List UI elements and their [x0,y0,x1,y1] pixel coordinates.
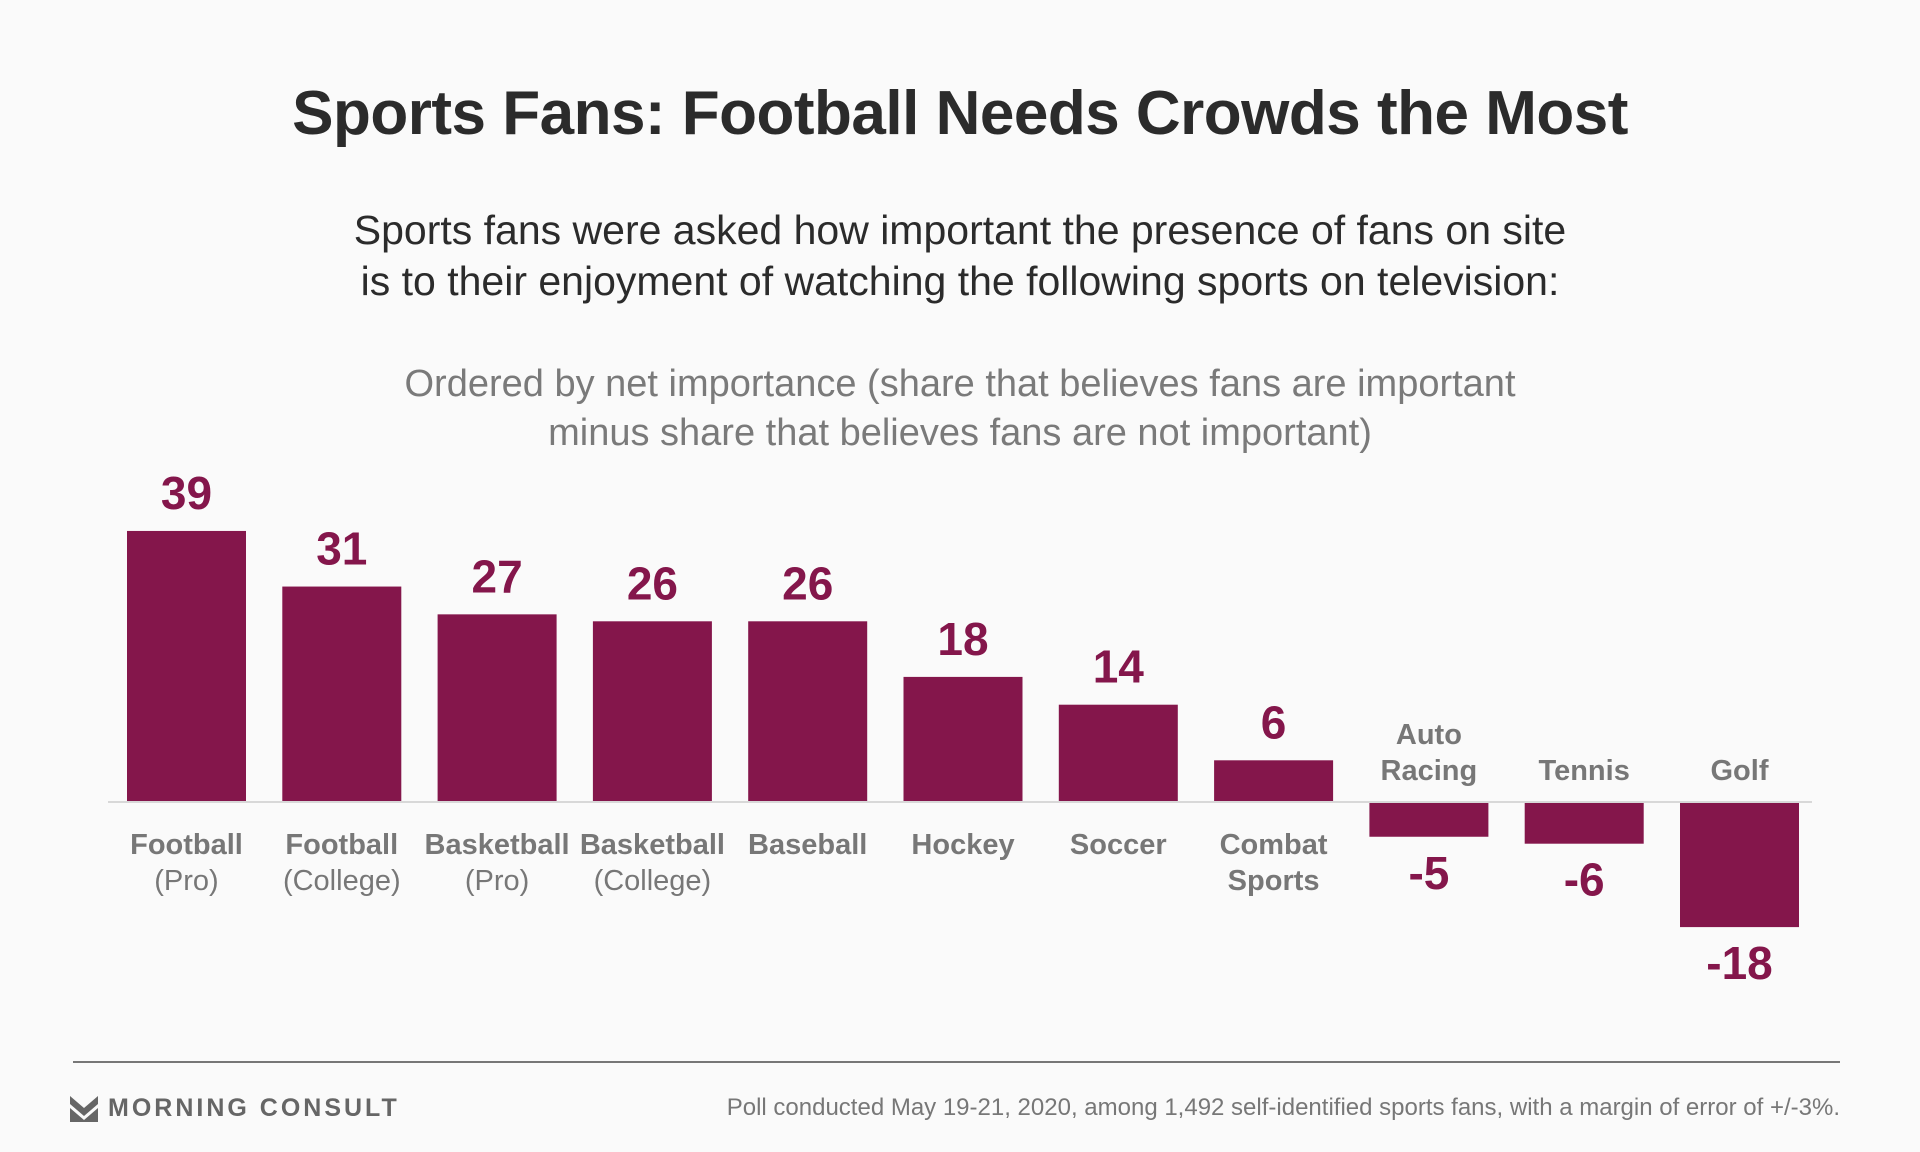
bar [127,530,246,802]
category-label: Golf [1711,755,1769,787]
category-label: Auto [1396,719,1462,751]
note-line: Ordered by net importance (share that be… [404,363,1516,405]
data-label: 14 [1093,641,1145,693]
category-label: Tennis [1539,755,1630,787]
morning-consult-logo: MORNING CONSULT [70,1094,400,1123]
bar [748,621,868,802]
bar [1524,802,1644,844]
data-label: -18 [1706,937,1772,989]
data-label: 6 [1261,696,1287,748]
bar [1058,704,1178,802]
category-label: Racing [1381,755,1478,787]
source-note: Poll conducted May 19-21, 2020, among 1,… [726,1094,1840,1121]
category-label: Combat [1220,829,1328,861]
category-label: (Pro) [465,865,529,897]
data-label: 27 [472,550,523,602]
brand-name: MORNING CONSULT [108,1094,400,1122]
data-label: -5 [1408,847,1449,899]
chart-subtitle: Sports fans were asked how important the… [0,205,1920,307]
bar [903,676,1023,802]
category-label: (College) [594,865,712,897]
category-label: Soccer [1070,829,1167,861]
bar [1214,760,1334,802]
category-label: (College) [283,865,401,897]
data-label: -6 [1564,854,1605,906]
category-label: Sports [1228,865,1320,897]
category-label: Basketball [425,829,570,861]
chart-title: Sports Fans: Football Needs Crowds the M… [292,79,1628,148]
category-label: Baseball [748,829,867,861]
data-label: 39 [161,467,212,519]
category-label: (Pro) [154,865,218,897]
category-label: Football [285,829,398,861]
subtitle-line: is to their enjoyment of watching the fo… [360,258,1560,304]
footer-divider [73,1061,1840,1063]
data-label: 26 [627,557,678,609]
chart-note: Ordered by net importance (share that be… [0,360,1920,458]
bar [1680,802,1799,928]
data-label: 31 [316,523,367,575]
category-label: Basketball [580,829,725,861]
note-line: minus share that believes fans are not i… [548,412,1372,454]
category-label: Hockey [911,829,1014,861]
subtitle-line: Sports fans were asked how important the… [353,207,1567,253]
bar [1369,802,1489,837]
data-label: 26 [782,557,833,609]
bar [282,586,402,802]
bar [592,621,712,802]
category-label: Football [130,829,243,861]
bar [437,614,557,802]
logo-mark-icon [70,1095,98,1122]
data-label: 18 [937,613,988,665]
